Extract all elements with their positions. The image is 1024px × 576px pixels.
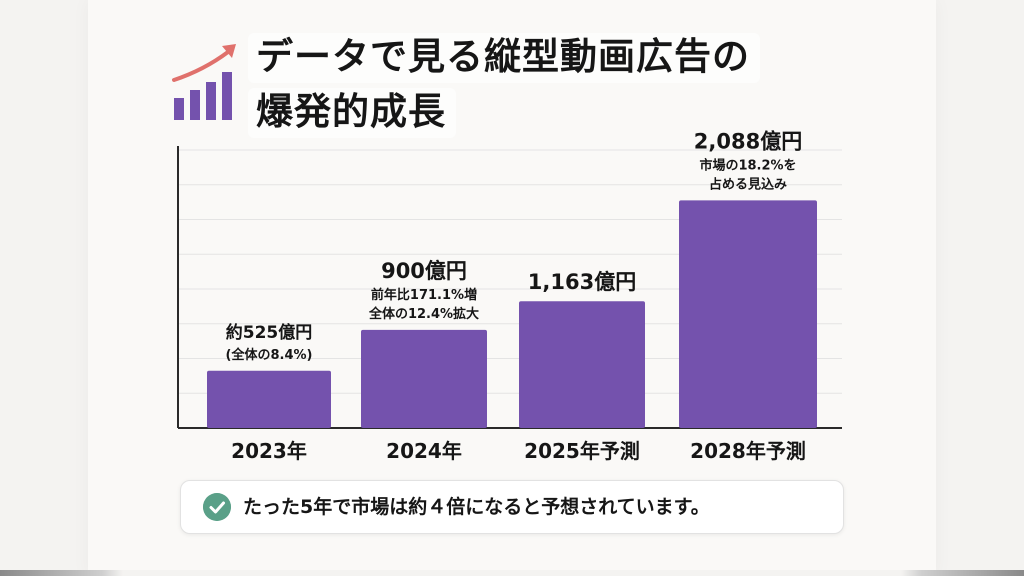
icon-bar-2 bbox=[190, 90, 200, 120]
icon-bar-1 bbox=[174, 98, 184, 120]
page-title-line-2: 爆発的成長 bbox=[248, 88, 456, 138]
icon-arrow-head bbox=[222, 44, 236, 58]
growth-chart-icon bbox=[172, 44, 236, 120]
bottom-edge bbox=[0, 570, 1024, 576]
bar-value-label-2: 1,163億円 bbox=[528, 270, 636, 294]
bar-value-label-0: 約525億円 bbox=[226, 322, 313, 343]
summary-text: たった5年で市場は約４倍になると予想されています。 bbox=[243, 496, 710, 518]
bar-2 bbox=[519, 301, 645, 428]
bar-annotation-1-1: 全体の12.4%拡大 bbox=[368, 306, 479, 322]
bar-value-label-3: 2,088億円 bbox=[694, 129, 802, 153]
x-tick-label-1: 2024年 bbox=[386, 439, 462, 463]
x-tick-label-0: 2023年 bbox=[231, 439, 307, 463]
icon-bar-3 bbox=[206, 82, 216, 120]
bar-0 bbox=[207, 370, 331, 428]
bar-value-label-1: 900億円 bbox=[381, 259, 467, 283]
bar-3 bbox=[679, 200, 817, 428]
icon-bar-4 bbox=[222, 72, 232, 120]
x-tick-label-2: 2025年予測 bbox=[524, 439, 640, 463]
bar-annotation-0-0: (全体の8.4%) bbox=[226, 347, 313, 363]
page-title-line-1: データで見る縦型動画広告の bbox=[248, 33, 760, 83]
check-circle-icon bbox=[203, 493, 231, 521]
bar-annotation-1-0: 前年比171.1%増 bbox=[371, 287, 477, 303]
bar-1 bbox=[361, 329, 487, 428]
bar-annotation-3-1: 占める見込み bbox=[709, 176, 787, 192]
x-tick-label-3: 2028年予測 bbox=[690, 439, 806, 463]
icon-arrow-line bbox=[172, 50, 230, 82]
summary-callout: たった5年で市場は約４倍になると予想されています。 bbox=[180, 480, 844, 534]
bar-annotation-3-0: 市場の18.2%を bbox=[699, 157, 796, 173]
